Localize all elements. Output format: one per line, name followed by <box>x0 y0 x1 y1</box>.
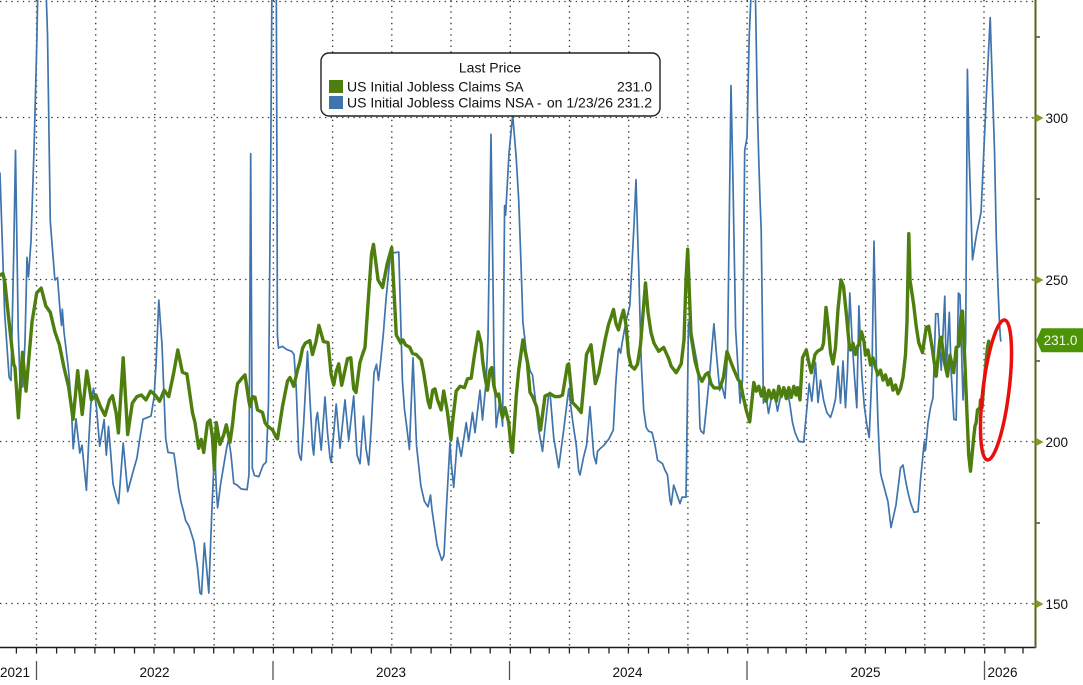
svg-text:2022: 2022 <box>139 665 169 680</box>
svg-text:2023: 2023 <box>376 665 406 680</box>
svg-text:Last Price: Last Price <box>459 60 521 76</box>
svg-text:2025: 2025 <box>850 665 880 680</box>
svg-text:2024: 2024 <box>612 665 643 680</box>
svg-text:200: 200 <box>1046 435 1069 450</box>
svg-text:2021: 2021 <box>0 665 30 680</box>
svg-text:231.0: 231.0 <box>617 79 652 95</box>
svg-text:2026: 2026 <box>987 665 1017 680</box>
svg-text:300: 300 <box>1046 111 1069 126</box>
svg-text:US Initial Jobless Claims NSA: US Initial Jobless Claims NSA - <box>347 95 542 111</box>
svg-text:231.0: 231.0 <box>1044 333 1078 348</box>
svg-text:150: 150 <box>1046 597 1069 612</box>
svg-text:on 1/23/26 231.2: on 1/23/26 231.2 <box>547 95 652 111</box>
svg-text:US Initial Jobless Claims SA: US Initial Jobless Claims SA <box>347 79 524 95</box>
svg-text:250: 250 <box>1046 273 1069 288</box>
